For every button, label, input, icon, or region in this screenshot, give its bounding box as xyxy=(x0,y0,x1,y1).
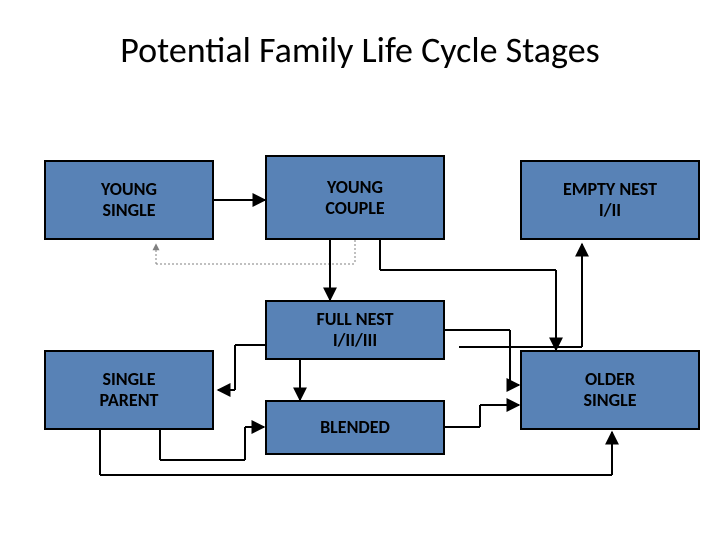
box-young-single: YOUNG SINGLE xyxy=(44,160,214,240)
box-label: SINGLE PARENT xyxy=(100,369,159,410)
box-label: EMPTY NEST I/II xyxy=(563,179,657,220)
box-full-nest: FULL NEST I/II/III xyxy=(265,300,445,360)
box-label: YOUNG SINGLE xyxy=(101,179,157,220)
page-title: Potential Family Life Cycle Stages xyxy=(0,28,720,72)
box-young-couple: YOUNG COUPLE xyxy=(265,155,445,240)
box-label: FULL NEST I/II/III xyxy=(316,309,393,350)
diagram-stage: Potential Family Life Cycle Stages YOUNG… xyxy=(0,0,720,540)
box-older-single: OLDER SINGLE xyxy=(520,350,700,430)
box-blended: BLENDED xyxy=(265,400,445,455)
box-label: YOUNG COUPLE xyxy=(325,177,384,218)
box-empty-nest: EMPTY NEST I/II xyxy=(520,160,700,240)
connectors-layer xyxy=(0,0,720,540)
box-label: BLENDED xyxy=(320,417,390,438)
box-single-parent: SINGLE PARENT xyxy=(44,350,214,430)
box-label: OLDER SINGLE xyxy=(583,369,636,410)
